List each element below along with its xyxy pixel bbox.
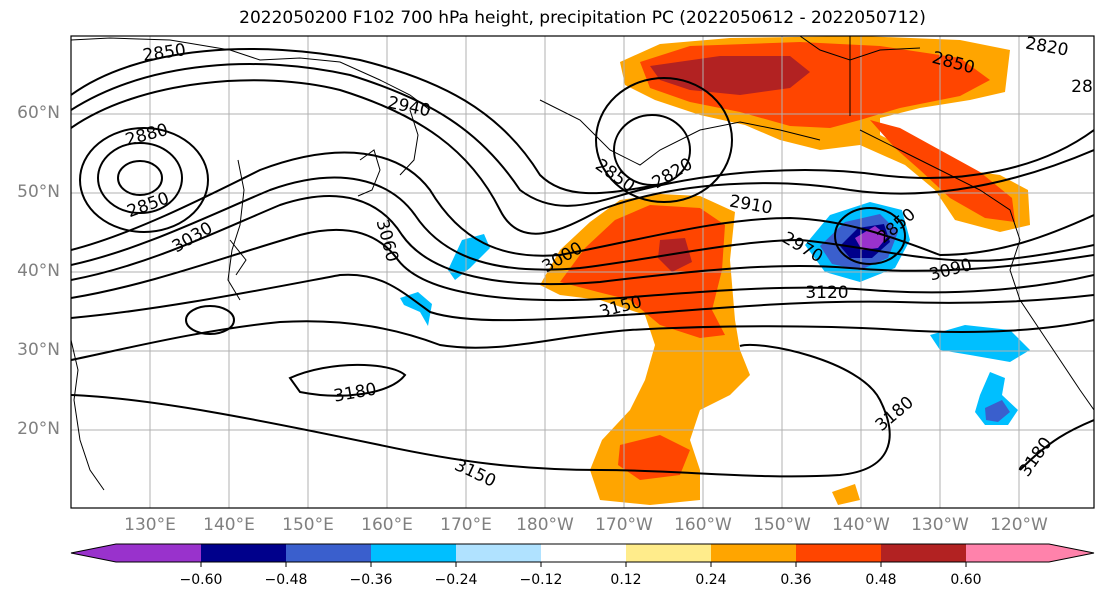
precip-positive-shading [540, 36, 1030, 505]
colorbar-tick-label: 0.12 [610, 572, 642, 588]
lon-label: 170°W [595, 515, 653, 535]
lon-label: 150°W [753, 515, 811, 535]
lon-label: 140°E [203, 515, 255, 535]
lon-label: 120°W [990, 515, 1048, 535]
colorbar-extend-low [71, 544, 117, 562]
contour-label: 3180 [1015, 434, 1056, 481]
colorbar-swatch [711, 544, 797, 562]
colorbar-swatch [796, 544, 882, 562]
height-contours [71, 48, 1094, 478]
lat-label: 60°N [17, 103, 60, 123]
contour-label: 2940 [386, 93, 432, 122]
lon-label: 180°W [516, 515, 574, 535]
lat-label: 20°N [17, 419, 60, 439]
colorbar-tick-label: −0.12 [519, 572, 563, 588]
colorbar-tick-label: 0.36 [780, 572, 812, 588]
colorbar-extend-high [1049, 544, 1094, 562]
colorbar-outline [70, 543, 1095, 563]
colorbar-swatch [626, 544, 712, 562]
colorbar-swatch [116, 544, 202, 562]
colorbar-tick-label: −0.36 [349, 572, 393, 588]
lat-label: 40°N [17, 261, 60, 281]
colorbar-tick-label: 0.48 [865, 572, 897, 588]
map-gridlines [71, 36, 1094, 508]
colorbar-tick-label: −0.24 [434, 572, 478, 588]
lat-label: 50°N [17, 182, 60, 202]
coastlines [71, 36, 1094, 491]
contour-label: 3150 [451, 455, 499, 491]
lon-label: 160°E [361, 515, 413, 535]
contour-label: 3180 [332, 379, 378, 406]
contour-label: 2880 [123, 120, 170, 151]
contour-label: 28 [1071, 77, 1093, 97]
lon-label: 130°W [911, 515, 969, 535]
map-frame [70, 35, 1095, 509]
colorbar-swatch [201, 544, 287, 562]
colorbar-tick-label: 0.24 [695, 572, 727, 588]
contour-label: 2910 [728, 191, 774, 218]
colorbar-swatch [371, 544, 457, 562]
map-plot-area: 2850 2940 2880 2850 3030 3060 2850 2820 … [71, 33, 1094, 508]
colorbar-swatch [286, 544, 372, 562]
lon-label: 160°W [674, 515, 732, 535]
lon-label: 130°E [124, 515, 176, 535]
contour-label: 3120 [805, 283, 848, 303]
colorbar-swatch [881, 544, 967, 562]
colorbar-ticks [200, 562, 967, 567]
colorbar-swatch [966, 544, 1050, 562]
colorbar [70, 543, 1095, 567]
colorbar-tick-label: −0.48 [264, 572, 308, 588]
contour-label: 2820 [1024, 33, 1070, 60]
colorbar-tick-label: −0.60 [179, 572, 223, 588]
map-title: 2022050200 F102 700 hPa height, precipit… [239, 8, 926, 28]
colorbar-swatch [456, 544, 542, 562]
contour-label: 2850 [141, 40, 187, 66]
lon-label: 150°E [282, 515, 334, 535]
lat-label: 30°N [17, 340, 60, 360]
lon-label: 170°E [440, 515, 492, 535]
lon-label: 140°W [832, 515, 890, 535]
colorbar-tick-label: 0.60 [950, 572, 982, 588]
colorbar-swatch [541, 544, 627, 562]
